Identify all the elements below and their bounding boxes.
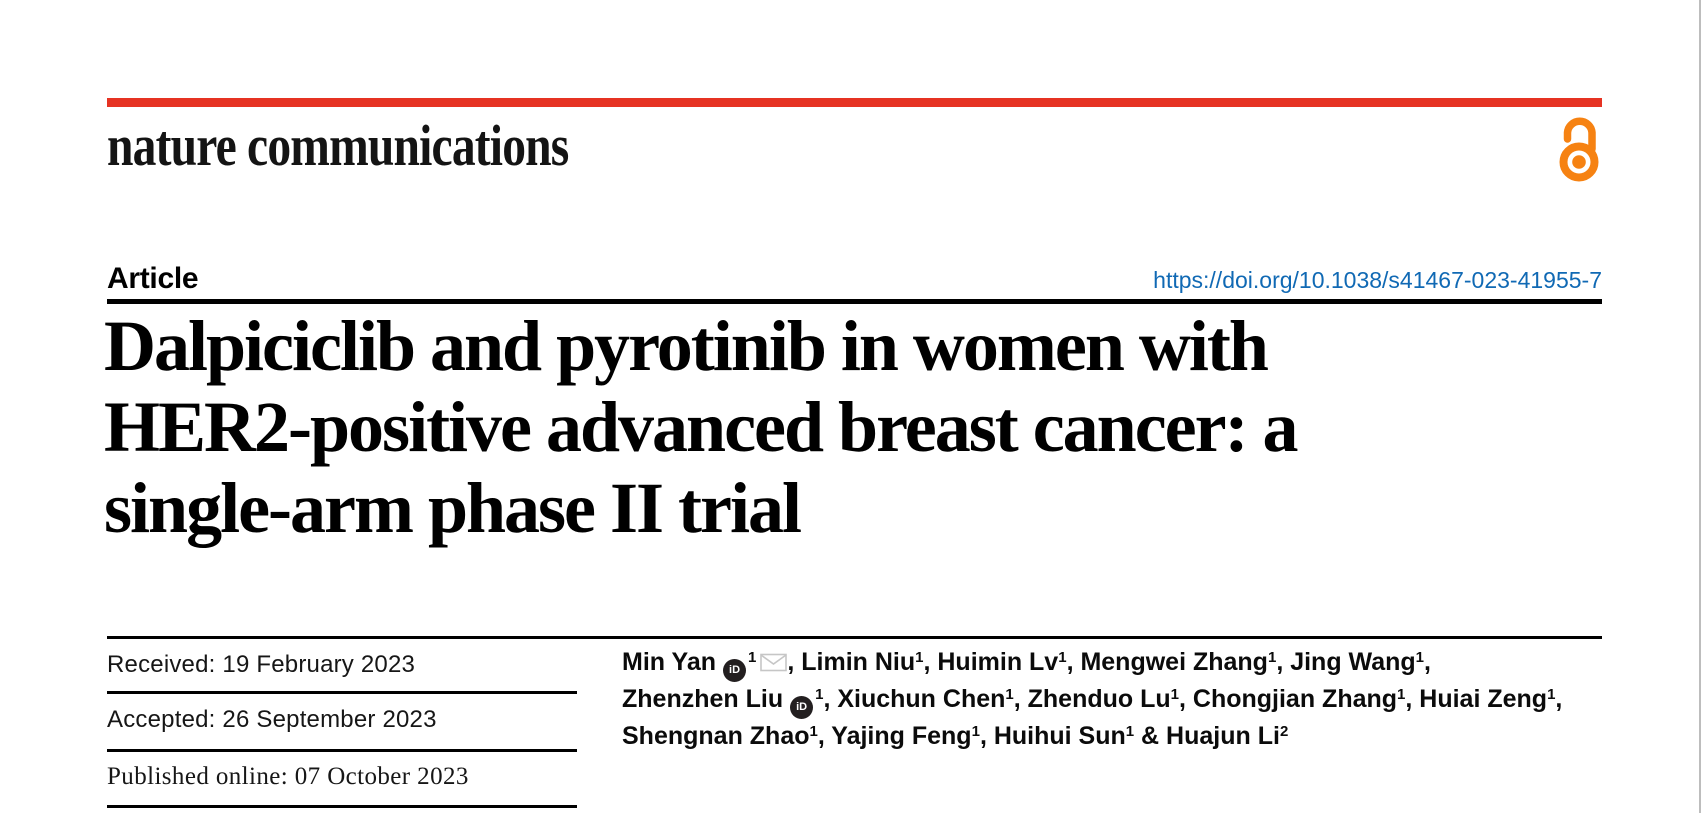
article-title-line: single-arm phase II trial (104, 468, 802, 548)
affiliation-superscript: 1 (1267, 648, 1277, 666)
author-name: , Limin Niu (787, 648, 916, 676)
author-name: , Xiuchun Chen (823, 685, 1006, 713)
author-name: , Huiai Zeng (1405, 685, 1548, 713)
date-label: Accepted: (107, 706, 216, 733)
date-value: 26 September 2023 (222, 706, 437, 733)
open-access-icon[interactable] (1558, 106, 1600, 184)
affiliation-superscript: 2 (1279, 722, 1289, 740)
affiliation-superscript: 1 (1058, 648, 1067, 666)
orcid-icon[interactable]: iD (790, 696, 814, 719)
metadata-top-rule (107, 636, 1602, 639)
date-row: Published online: 07 October 2023 (107, 752, 577, 808)
affiliation-superscript: 1 (1547, 685, 1556, 703)
date-value: 07 October 2023 (294, 763, 469, 790)
affiliation-superscript: 1 (815, 685, 824, 703)
author-name: , Jing Wang (1276, 648, 1416, 676)
author-name: & Huajun Li (1134, 722, 1280, 750)
dates-panel: Received: 19 February 2023 Accepted: 26 S… (107, 639, 577, 808)
author-name: , (1555, 685, 1563, 713)
affiliation-superscript: 1 (915, 648, 924, 666)
affiliation-superscript: 1 (971, 722, 980, 740)
author-name: , Yajing Feng (817, 722, 972, 750)
affiliation-superscript: 1 (1415, 648, 1424, 666)
affiliation-superscript: 1 (809, 722, 818, 740)
author-line: Min Yan iD1, Limin Niu1, Huimin Lv1, Meng… (622, 645, 1612, 682)
author-name: Shengnan Zhao (622, 722, 810, 750)
article-type-row: Article https://doi.org/10.1038/s41467-0… (107, 254, 1602, 296)
journal-logo: nature communications (107, 113, 569, 178)
affiliation-superscript: 1 (748, 648, 757, 666)
affiliation-superscript: 1 (1170, 685, 1180, 703)
article-type-label: Article (107, 262, 199, 295)
author-line: Shengnan Zhao1, Yajing Feng1, Huihui Sun… (622, 719, 1612, 754)
author-name: , (1424, 648, 1431, 676)
author-line: Zhenzhen Liu iD1, Xiuchun Chen1, Zhenduo … (622, 682, 1612, 719)
date-row: Accepted: 26 September 2023 (107, 694, 577, 752)
author-name: , Chongjian Zhang (1179, 685, 1398, 713)
date-label: Published online: (107, 763, 289, 790)
author-name: Zhenzhen Liu (622, 685, 784, 713)
author-list: Min Yan iD1, Limin Niu1, Huimin Lv1, Meng… (622, 645, 1612, 754)
article-title-line: HER2-positive advanced breast cancer: a (104, 387, 1299, 467)
article-title-line: Dalpiciclib and pyrotinib in women with (104, 306, 1269, 386)
affiliation-superscript: 1 (1005, 685, 1014, 703)
title-top-rule (107, 299, 1602, 304)
date-label: Received: (107, 651, 216, 678)
affiliation-superscript: 1 (1125, 722, 1135, 740)
author-name: , Huimin Lv (923, 648, 1059, 676)
article-title: Dalpiciclib and pyrotinib in women with … (104, 306, 1604, 549)
orcid-icon[interactable]: iD (723, 659, 747, 682)
date-value: 19 February 2023 (222, 651, 416, 678)
email-envelope-icon[interactable] (760, 647, 788, 682)
author-name: , Mengwei Zhang (1066, 648, 1268, 676)
author-name: , Zhenduo Lu (1013, 685, 1171, 713)
author-name: , Huihui Sun (979, 722, 1126, 750)
date-row: Received: 19 February 2023 (107, 639, 577, 694)
author-name: Min Yan (622, 648, 717, 676)
masthead-red-bar (107, 98, 1602, 107)
affiliation-superscript: 1 (1397, 685, 1406, 703)
doi-link[interactable]: https://doi.org/10.1038/s41467-023-41955… (1153, 267, 1602, 293)
